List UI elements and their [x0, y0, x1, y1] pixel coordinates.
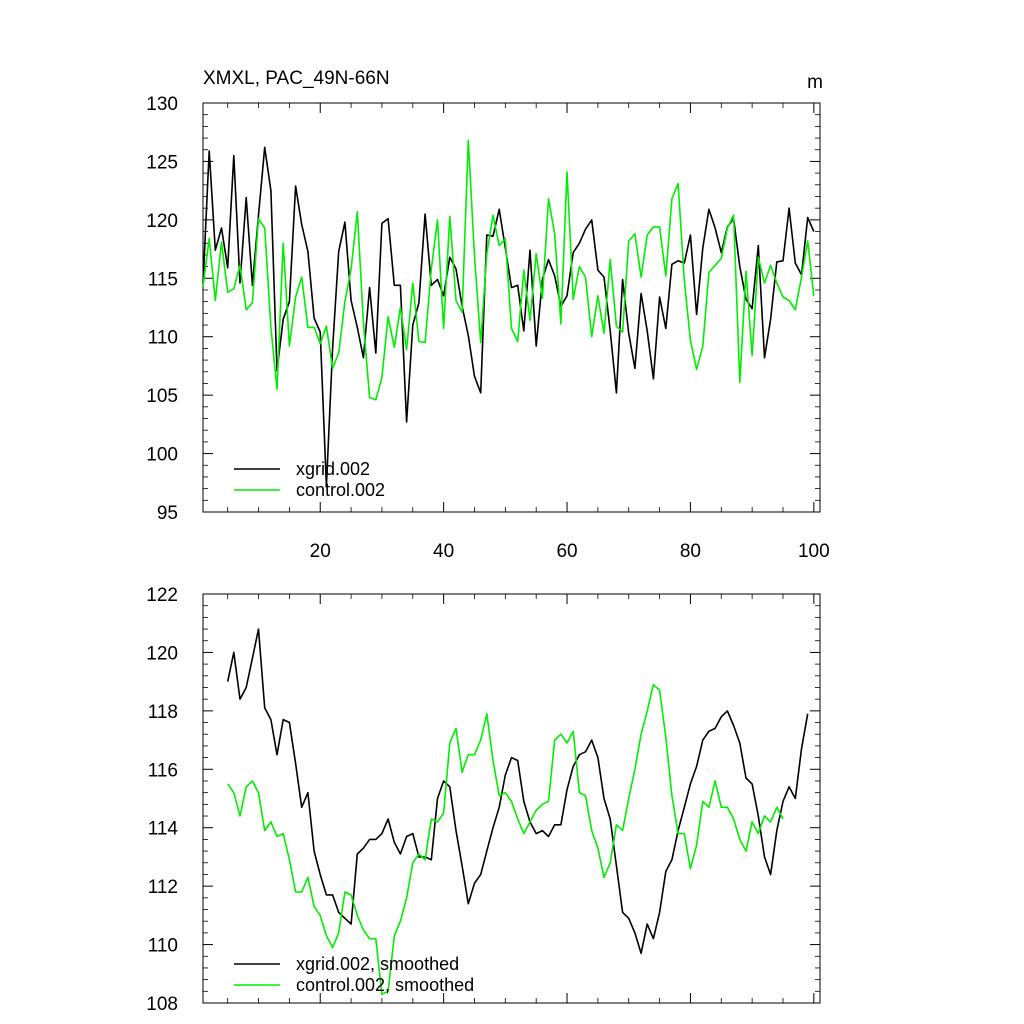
top-panel: 95 100 105 110 115 120 125 130 20 40 60 80 100 XMXL, … — [146, 68, 829, 562]
top-y-tick-label: 100 — [146, 445, 178, 466]
top-plot-frame — [202, 102, 821, 513]
top-y-tick-label: 125 — [146, 152, 178, 173]
top-legend-label-1: control.002 — [296, 480, 385, 500]
bottom-y-tick-label: 110 — [148, 936, 178, 957]
top-y-tick-label: 130 — [146, 94, 178, 115]
bottom-panel: 108 110 112 114 116 118 120 122 xgrid.002, smoot… — [146, 585, 821, 1015]
bottom-y-tick-label: 112 — [148, 877, 178, 898]
bottom-y-tick-label: 116 — [148, 760, 178, 781]
top-x-tick-label: 60 — [556, 541, 577, 562]
top-y-tick-label: 110 — [148, 328, 178, 349]
top-x-tick-label: 100 — [798, 541, 830, 562]
bottom-series-line-1 — [227, 683, 784, 996]
bottom-plot-frame — [202, 593, 821, 1004]
units-label: m — [807, 72, 823, 93]
top-y-tick-label: 120 — [146, 211, 178, 232]
top-x-tick-label: 40 — [433, 541, 454, 562]
top-legend-label-0: xgrid.002 — [296, 459, 370, 479]
bottom-y-tick-label: 120 — [146, 643, 178, 664]
bottom-series-line-0 — [226, 628, 809, 955]
bottom-y-tick-label: 122 — [146, 585, 178, 606]
chart-title: XMXL, PAC_49N-66N — [203, 68, 390, 89]
bottom-y-tick-label: 118 — [148, 702, 178, 723]
bottom-legend-label-1: control.002, smoothed — [296, 975, 474, 995]
top-series-line-1 — [202, 139, 815, 401]
top-series-line-0 — [202, 146, 815, 488]
top-y-tick-label: 95 — [157, 503, 178, 524]
bottom-y-tick-label: 108 — [146, 994, 178, 1015]
bottom-legend-label-0: xgrid.002, smoothed — [296, 954, 459, 974]
top-x-tick-label: 80 — [680, 541, 701, 562]
top-y-tick-label: 115 — [148, 269, 178, 290]
top-x-tick-label: 20 — [310, 541, 331, 562]
bottom-y-tick-label: 114 — [148, 819, 179, 840]
top-y-tick-label: 105 — [146, 386, 178, 407]
